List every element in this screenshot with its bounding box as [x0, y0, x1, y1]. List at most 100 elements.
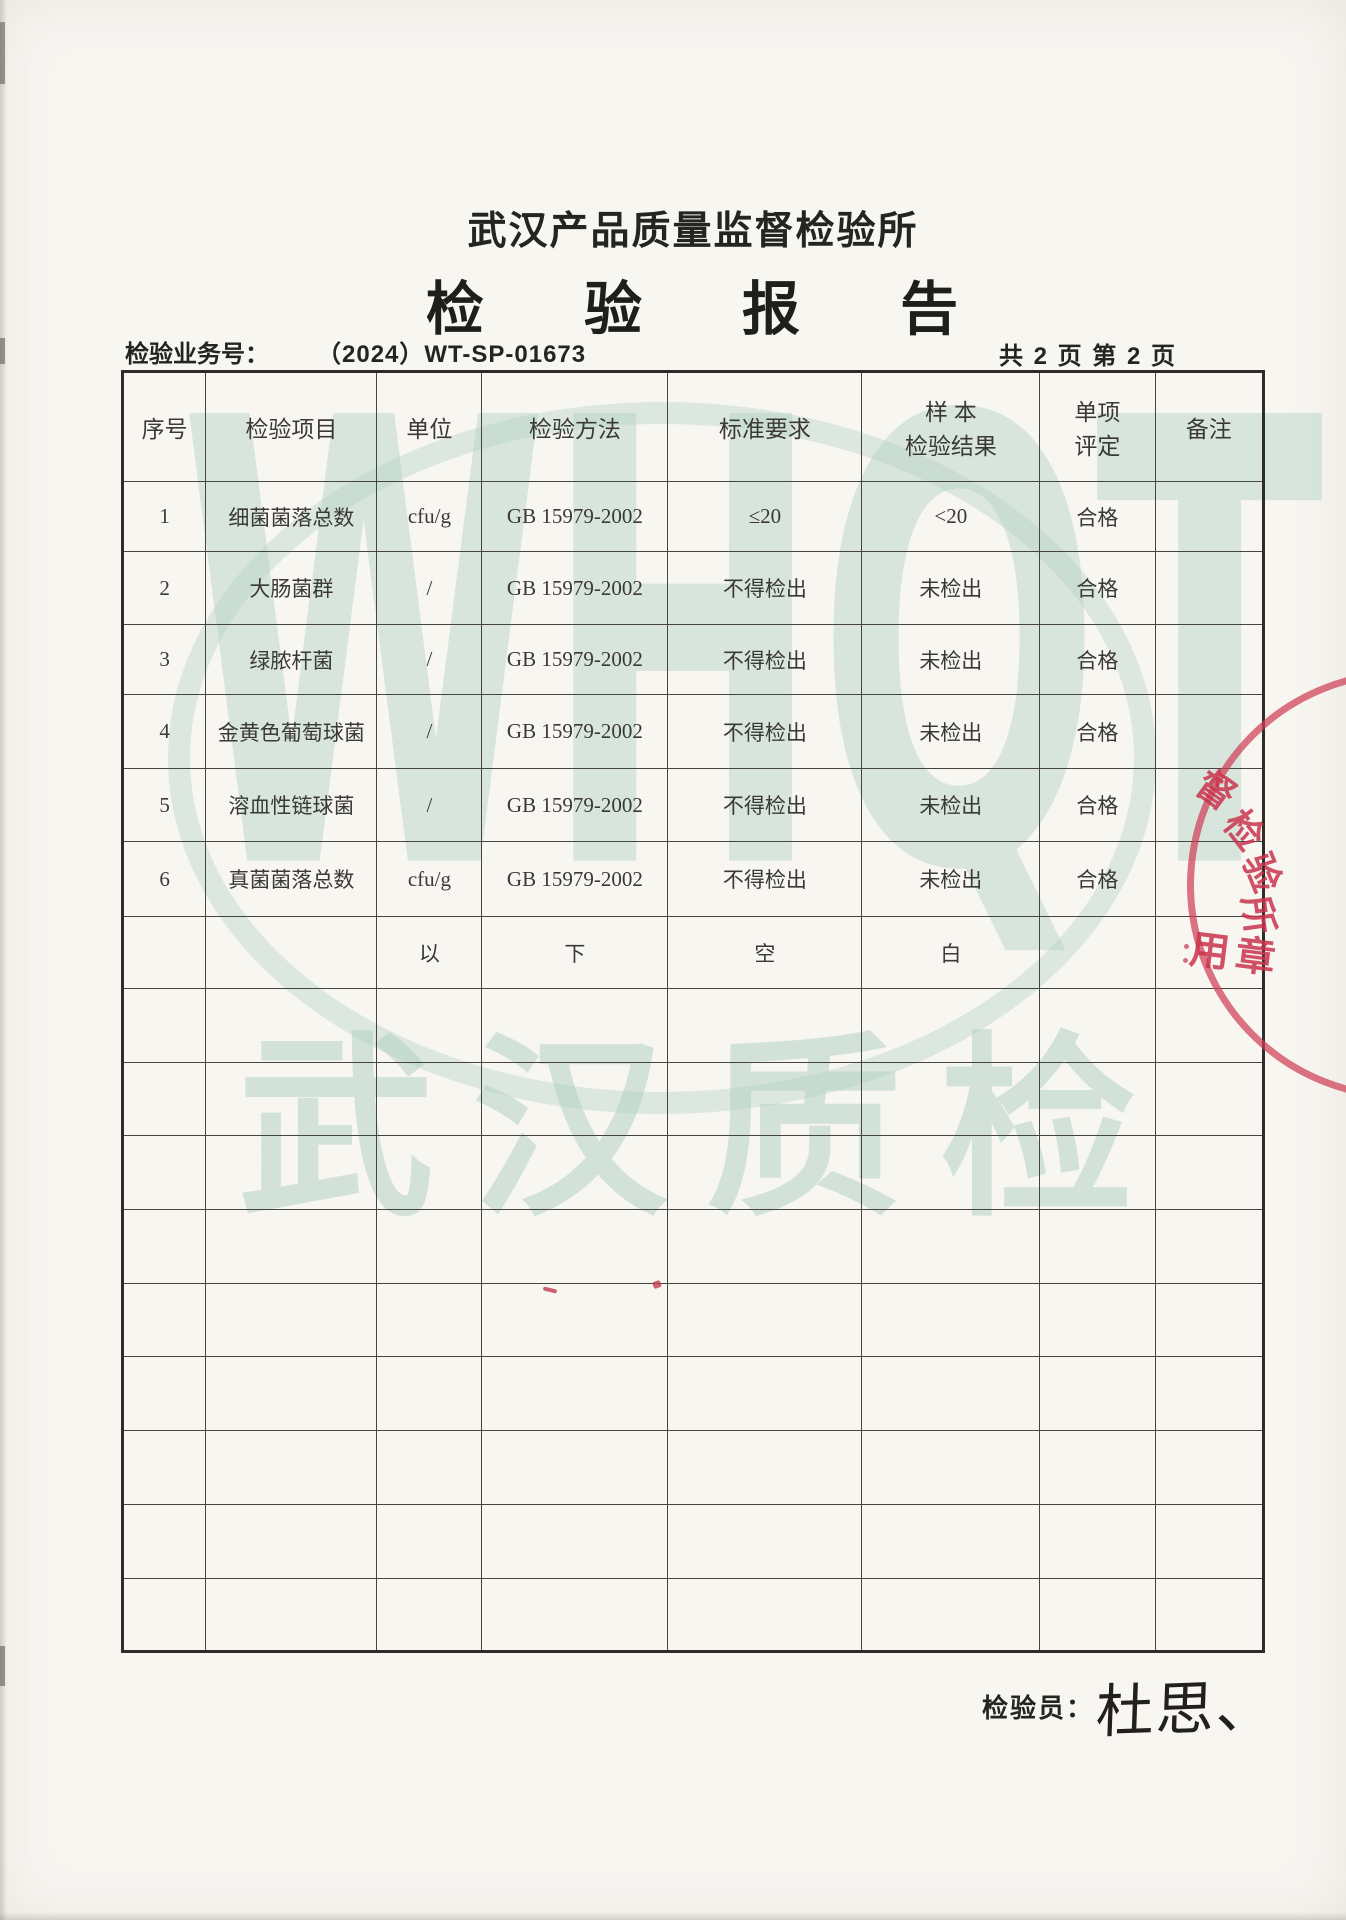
table-row: 5 溶血性链球菌 / GB 15979-2002 不得检出 未检出 合格 — [121, 768, 1265, 842]
cell-remark — [1154, 624, 1265, 695]
cell-empty — [205, 1209, 378, 1284]
cell-empty — [667, 1209, 863, 1284]
cell-evaluation: 合格 — [1039, 551, 1156, 625]
cell-blank-filler: 下 — [481, 916, 669, 989]
cell-empty — [1154, 1061, 1265, 1137]
cell-empty — [481, 1430, 669, 1505]
cell-requirement: 不得检出 — [667, 624, 863, 695]
cell-item: 溶血性链球菌 — [205, 768, 378, 842]
cell-blank-filler — [1039, 916, 1156, 989]
cell-result: 未检出 — [861, 768, 1041, 842]
table-row: 6 真菌菌落总数 cfu/g GB 15979-2002 不得检出 未检出 合格 — [121, 841, 1265, 917]
cell-empty — [861, 1430, 1041, 1505]
cell-empty — [481, 1282, 669, 1358]
cell-result: 未检出 — [861, 624, 1041, 695]
cell-empty — [205, 1135, 378, 1211]
inspection-results-table: 序号 检验项目 单位 检验方法 标准要求样 本 检验结果 单项 评定 备注 1 细菌菌落总数 c… — [121, 370, 1265, 1654]
empty-row — [121, 1282, 1265, 1358]
cell-requirement: 不得检出 — [667, 768, 863, 842]
cell-empty — [1154, 1135, 1265, 1211]
column-header: 检验项目 — [205, 371, 378, 482]
cell-empty — [376, 1577, 483, 1653]
cell-empty — [1039, 1209, 1156, 1284]
cell-empty — [861, 1135, 1041, 1211]
scan-artifact — [0, 22, 5, 84]
cell-empty — [1154, 1282, 1265, 1358]
cell-empty — [376, 1209, 483, 1284]
cell-empty — [667, 1503, 863, 1579]
organization-name: 武汉产品质量监督检验所 — [467, 210, 919, 253]
cell-empty — [1154, 1503, 1265, 1579]
table-head: 序号 检验项目 单位 检验方法 标准要求样 本 检验结果 单项 评定 备注 — [121, 371, 1265, 482]
cell-requirement: 不得检出 — [667, 694, 863, 769]
cell-requirement: 不得检出 — [667, 841, 863, 917]
cell-empty — [861, 1577, 1041, 1653]
cell-empty — [205, 1356, 378, 1432]
cell-evaluation: 合格 — [1039, 841, 1156, 917]
cell-empty — [1039, 1135, 1156, 1211]
cell-empty — [667, 1135, 863, 1211]
column-header: 检验方法 — [481, 371, 669, 482]
column-header: 单位 — [376, 371, 483, 482]
column-header: 单项 评定 — [1039, 371, 1156, 482]
cell-no: 5 — [121, 768, 207, 842]
empty-row — [121, 1577, 1265, 1653]
cell-result: 未检出 — [861, 841, 1041, 917]
cell-item: 细菌菌落总数 — [205, 481, 378, 552]
table-row: 1 细菌菌落总数 cfu/g GB 15979-2002 ≤20 <20 合格 — [121, 481, 1265, 552]
inspector-label: 检验员： — [982, 1693, 1095, 1723]
cell-empty — [481, 1209, 669, 1284]
cell-empty — [481, 1356, 669, 1432]
cell-method: GB 15979-2002 — [481, 694, 669, 769]
report-title: 检 验 报 告 — [425, 277, 1001, 342]
cell-empty — [667, 1061, 863, 1137]
cell-remark — [1154, 551, 1265, 625]
cell-empty — [121, 1135, 207, 1211]
stamp-dot — [1184, 944, 1189, 949]
table-row: 3 绿脓杆菌 / GB 15979-2002 不得检出 未检出 合格 — [121, 624, 1265, 695]
empty-row — [121, 1430, 1265, 1505]
cell-empty — [1039, 1282, 1156, 1358]
cell-empty — [861, 1503, 1041, 1579]
empty-row — [121, 1209, 1265, 1284]
cell-empty — [481, 988, 669, 1063]
cell-empty — [1039, 1577, 1156, 1653]
cell-empty — [121, 1430, 207, 1505]
cell-unit: / — [376, 551, 483, 625]
stamp-dot — [1183, 958, 1188, 963]
cell-empty — [1039, 988, 1156, 1063]
blank-below-row: 以下空白 — [121, 916, 1265, 989]
cell-empty — [205, 988, 378, 1063]
cell-empty — [376, 988, 483, 1063]
cell-empty — [205, 1503, 378, 1579]
cell-evaluation: 合格 — [1039, 768, 1156, 842]
cell-item: 大肠菌群 — [205, 551, 378, 625]
column-header: 备注 — [1154, 371, 1265, 482]
empty-row — [121, 1356, 1265, 1432]
cell-result: <20 — [861, 481, 1041, 552]
table-body: 1 细菌菌落总数 cfu/g GB 15979-2002 ≤20 <20 合格 2 大肠菌群 / G… — [121, 481, 1265, 1653]
cell-blank-filler: 空 — [667, 916, 863, 989]
business-number-value: （2024）WT-SP-01673 — [317, 341, 587, 368]
scan-artifact — [0, 1646, 5, 1686]
cell-empty — [376, 1061, 483, 1137]
cell-empty — [667, 1577, 863, 1653]
cell-no: 6 — [121, 841, 207, 917]
cell-method: GB 15979-2002 — [481, 624, 669, 695]
cell-evaluation: 合格 — [1039, 481, 1156, 552]
cell-empty — [861, 1209, 1041, 1284]
cell-empty — [121, 1577, 207, 1653]
cell-empty — [1154, 1430, 1265, 1505]
cell-empty — [205, 1577, 378, 1653]
cell-requirement: ≤20 — [667, 481, 863, 552]
cell-evaluation: 合格 — [1039, 624, 1156, 695]
cell-empty — [121, 1356, 207, 1432]
cell-empty — [1039, 1356, 1156, 1432]
cell-empty — [1039, 1061, 1156, 1137]
cell-remark — [1154, 481, 1265, 552]
cell-empty — [205, 1282, 378, 1358]
cell-no: 2 — [121, 551, 207, 625]
cell-empty — [861, 1061, 1041, 1137]
table-row: 2 大肠菌群 / GB 15979-2002 不得检出 未检出 合格 — [121, 551, 1265, 625]
